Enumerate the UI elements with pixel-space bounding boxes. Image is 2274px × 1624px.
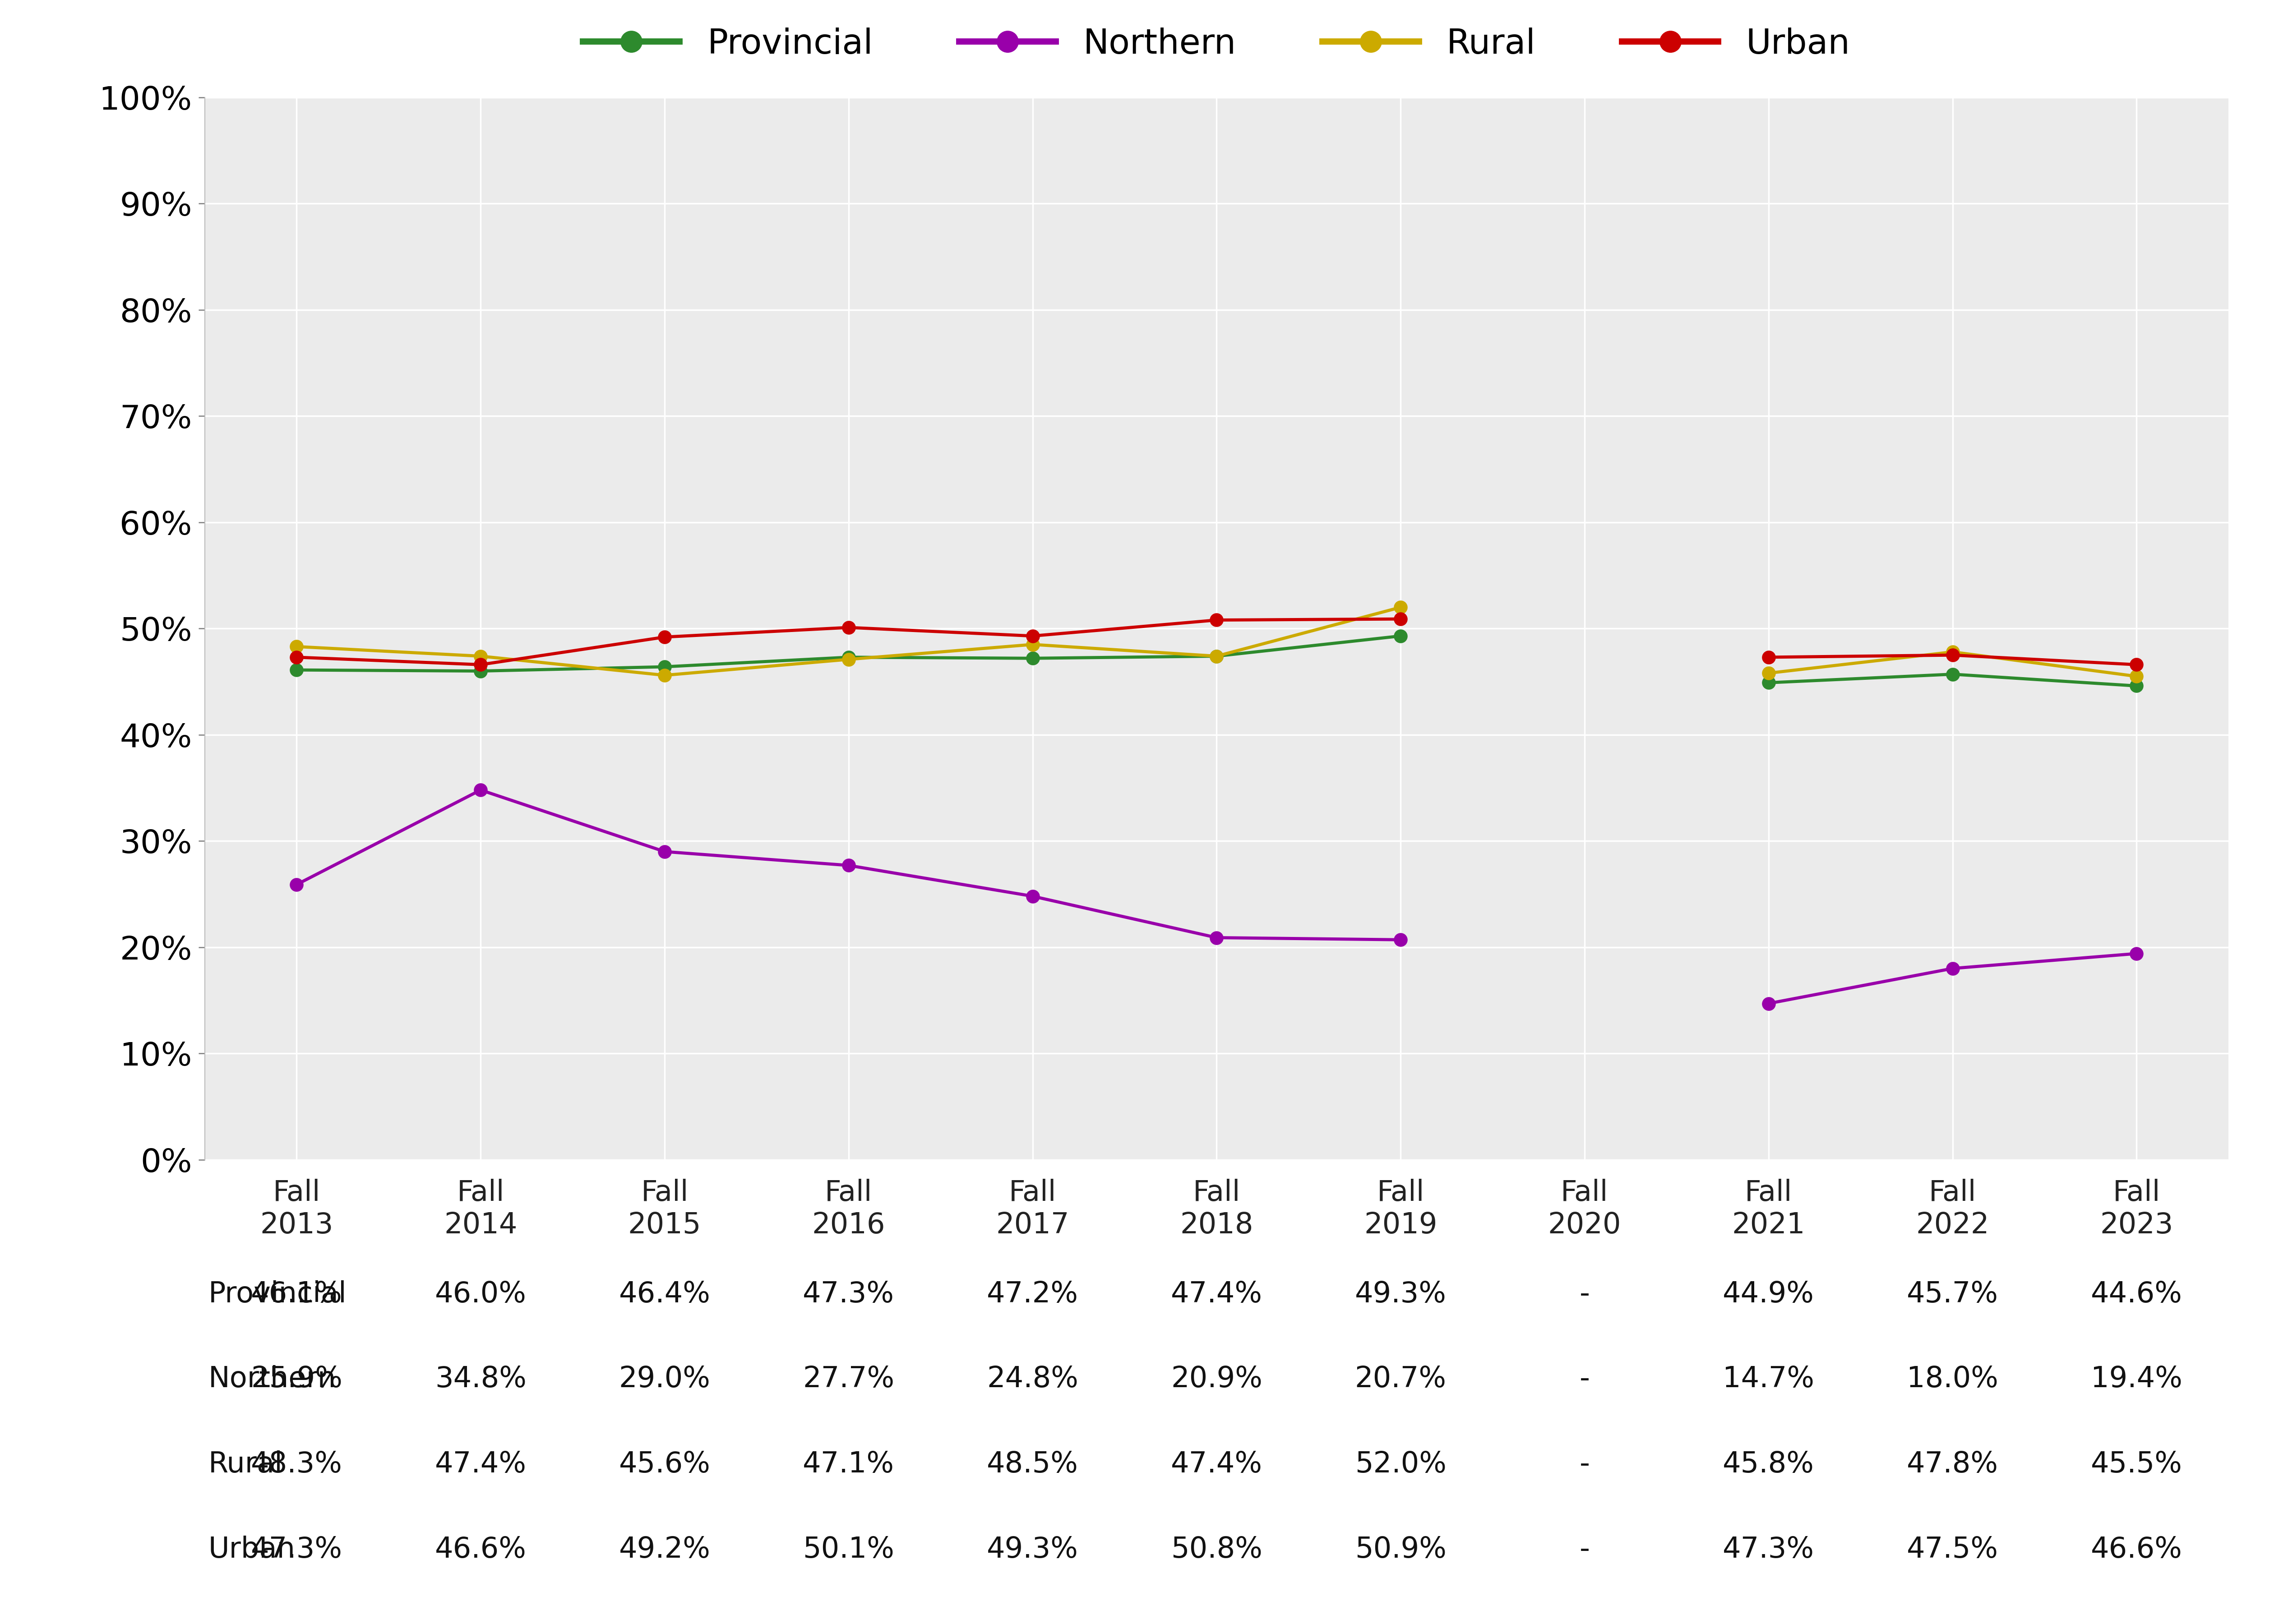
Text: 20.9%: 20.9% xyxy=(1171,1366,1262,1393)
Text: 47.1%: 47.1% xyxy=(803,1450,894,1478)
Text: 44.6%: 44.6% xyxy=(2090,1280,2183,1307)
Text: 47.3%: 47.3% xyxy=(250,1536,343,1564)
Text: -: - xyxy=(1580,1366,1590,1393)
Text: Northern: Northern xyxy=(209,1366,337,1393)
Text: 29.0%: 29.0% xyxy=(619,1366,709,1393)
Text: 18.0%: 18.0% xyxy=(1908,1366,1999,1393)
Text: Fall
2015: Fall 2015 xyxy=(628,1179,700,1239)
Legend: Provincial, Northern, Rural, Urban: Provincial, Northern, Rural, Urban xyxy=(568,13,1865,75)
Text: 44.9%: 44.9% xyxy=(1724,1280,1815,1307)
Text: 45.6%: 45.6% xyxy=(619,1450,709,1478)
Text: Provincial: Provincial xyxy=(209,1280,346,1307)
Text: Fall
2019: Fall 2019 xyxy=(1364,1179,1437,1239)
Text: 45.8%: 45.8% xyxy=(1724,1450,1815,1478)
Text: 47.8%: 47.8% xyxy=(1906,1450,1999,1478)
Text: 34.8%: 34.8% xyxy=(434,1366,525,1393)
Text: 49.3%: 49.3% xyxy=(987,1536,1078,1564)
Text: 45.7%: 45.7% xyxy=(1906,1280,1999,1307)
Text: Urban: Urban xyxy=(209,1536,296,1564)
Text: Fall
2023: Fall 2023 xyxy=(2099,1179,2174,1239)
Text: 46.4%: 46.4% xyxy=(619,1280,709,1307)
Text: Fall
2022: Fall 2022 xyxy=(1917,1179,1990,1239)
Text: 47.4%: 47.4% xyxy=(1171,1280,1262,1307)
Text: 20.7%: 20.7% xyxy=(1355,1366,1446,1393)
Text: 24.8%: 24.8% xyxy=(987,1366,1078,1393)
Text: -: - xyxy=(1580,1280,1590,1307)
Text: Fall
2017: Fall 2017 xyxy=(996,1179,1069,1239)
Text: 50.9%: 50.9% xyxy=(1355,1536,1446,1564)
Text: 46.1%: 46.1% xyxy=(250,1280,343,1307)
Text: Fall
2021: Fall 2021 xyxy=(1733,1179,1806,1239)
Text: -: - xyxy=(1580,1536,1590,1564)
Text: 49.2%: 49.2% xyxy=(619,1536,709,1564)
Text: 50.1%: 50.1% xyxy=(803,1536,894,1564)
Text: 47.4%: 47.4% xyxy=(434,1450,528,1478)
Text: 46.6%: 46.6% xyxy=(434,1536,525,1564)
Text: Fall
2018: Fall 2018 xyxy=(1180,1179,1253,1239)
Text: Fall
2016: Fall 2016 xyxy=(812,1179,885,1239)
Text: 47.5%: 47.5% xyxy=(1906,1536,1999,1564)
Text: 48.5%: 48.5% xyxy=(987,1450,1078,1478)
Text: 47.2%: 47.2% xyxy=(987,1280,1078,1307)
Text: 46.6%: 46.6% xyxy=(2090,1536,2183,1564)
Text: 14.7%: 14.7% xyxy=(1724,1366,1815,1393)
Text: 45.5%: 45.5% xyxy=(2090,1450,2183,1478)
Text: 47.3%: 47.3% xyxy=(1724,1536,1815,1564)
Text: 47.3%: 47.3% xyxy=(803,1280,894,1307)
Text: 48.3%: 48.3% xyxy=(250,1450,343,1478)
Text: 27.7%: 27.7% xyxy=(803,1366,894,1393)
Text: Rural: Rural xyxy=(209,1450,282,1478)
Text: Fall
2013: Fall 2013 xyxy=(259,1179,334,1239)
Text: Fall
2014: Fall 2014 xyxy=(443,1179,516,1239)
Text: -: - xyxy=(1580,1450,1590,1478)
Text: 49.3%: 49.3% xyxy=(1355,1280,1446,1307)
Text: 46.0%: 46.0% xyxy=(434,1280,525,1307)
Text: 19.4%: 19.4% xyxy=(2090,1366,2183,1393)
Text: 52.0%: 52.0% xyxy=(1355,1450,1446,1478)
Text: 50.8%: 50.8% xyxy=(1171,1536,1262,1564)
Text: Fall
2020: Fall 2020 xyxy=(1549,1179,1621,1239)
Text: 25.9%: 25.9% xyxy=(250,1366,343,1393)
Text: 47.4%: 47.4% xyxy=(1171,1450,1262,1478)
